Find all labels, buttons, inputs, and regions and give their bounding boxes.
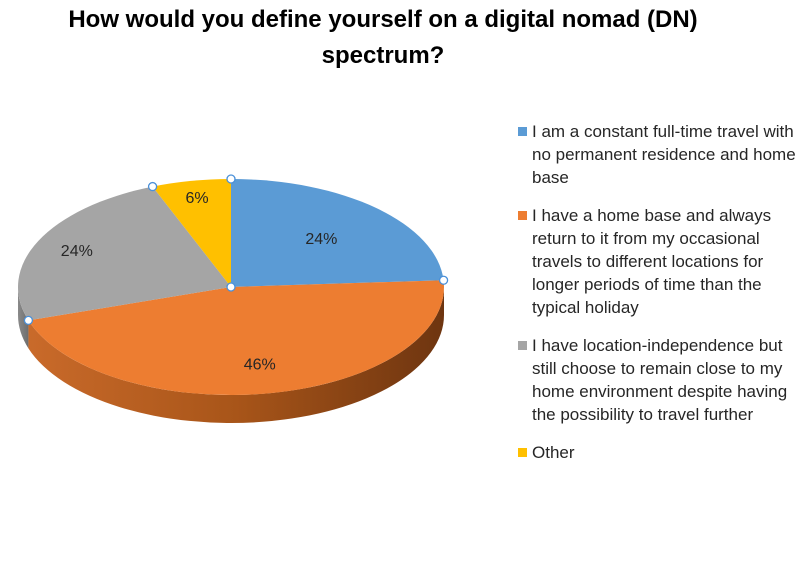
legend-item[interactable]: I am a constant full-time travel with no… bbox=[518, 120, 798, 189]
legend-item[interactable]: I have a home base and always return to … bbox=[518, 204, 798, 319]
pie-slice-side bbox=[18, 287, 29, 349]
selection-handle[interactable] bbox=[147, 181, 158, 192]
selection-handle[interactable] bbox=[226, 282, 236, 292]
legend-label: Other bbox=[532, 443, 575, 462]
selection-handle[interactable] bbox=[438, 275, 449, 285]
selection-handle[interactable] bbox=[226, 174, 236, 184]
data-label: 24% bbox=[305, 231, 337, 248]
legend-label: I have a home base and always return to … bbox=[532, 206, 772, 317]
data-label: 46% bbox=[244, 356, 276, 373]
legend-swatch bbox=[518, 341, 527, 350]
legend: I am a constant full-time travel with no… bbox=[518, 120, 798, 479]
pie-slice-side bbox=[28, 287, 445, 423]
legend-item[interactable]: I have location-independence but still c… bbox=[518, 334, 798, 426]
legend-swatch bbox=[518, 448, 527, 457]
chart-title: How would you define yourself on a digit… bbox=[68, 6, 698, 69]
pie-slice[interactable] bbox=[28, 280, 445, 396]
pie-slice[interactable] bbox=[17, 186, 231, 321]
selection-handle[interactable] bbox=[23, 315, 34, 326]
data-label: 6% bbox=[186, 190, 209, 207]
pie-slice[interactable] bbox=[152, 179, 231, 287]
data-label: 24% bbox=[61, 243, 93, 260]
legend-item[interactable]: Other bbox=[518, 441, 798, 464]
legend-label: I am a constant full-time travel with no… bbox=[532, 122, 796, 187]
legend-label: I have location-independence but still c… bbox=[532, 336, 788, 424]
legend-swatch bbox=[518, 127, 527, 136]
legend-swatch bbox=[518, 211, 527, 220]
pie-slice[interactable] bbox=[231, 179, 444, 287]
